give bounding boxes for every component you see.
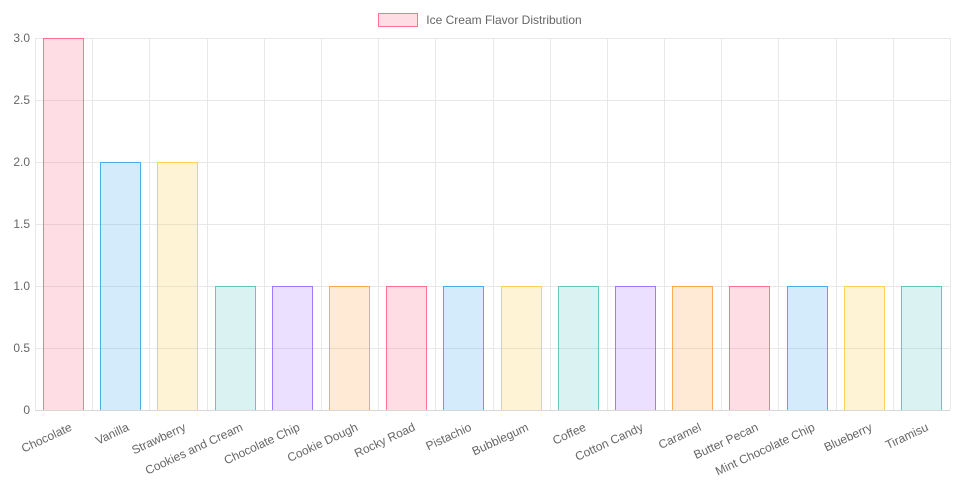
x-axis-label: Cookies and Cream — [142, 420, 245, 478]
bar-caramel[interactable] — [672, 286, 713, 410]
bar-vanilla[interactable] — [100, 162, 141, 410]
x-axis-label: Mint Chocolate Chip — [713, 420, 817, 479]
v-gridline — [378, 38, 379, 410]
x-axis-label: Vanilla — [93, 420, 131, 448]
h-gridline — [35, 286, 950, 287]
v-gridline — [778, 38, 779, 410]
bar-rocky-road[interactable] — [386, 286, 427, 410]
bar-coffee[interactable] — [558, 286, 599, 410]
bar-mint-chocolate-chip[interactable] — [787, 286, 828, 410]
y-tick-label: 3.0 — [13, 31, 30, 45]
v-gridline — [836, 38, 837, 410]
v-gridline — [92, 38, 93, 410]
v-gridline — [435, 38, 436, 410]
h-gridline — [35, 410, 950, 411]
x-axis-label: Coffee — [550, 420, 588, 448]
bar-cotton-candy[interactable] — [615, 286, 656, 410]
x-axis-label: Chocolate — [19, 420, 74, 456]
v-gridline — [35, 38, 36, 410]
v-gridline — [664, 38, 665, 410]
v-gridline — [207, 38, 208, 410]
y-tick-label: 0.5 — [13, 341, 30, 355]
v-gridline — [264, 38, 265, 410]
h-gridline — [35, 348, 950, 349]
y-tick-label: 0 — [23, 403, 30, 417]
x-axis-label: Bubblegum — [469, 420, 531, 459]
bar-cookie-dough[interactable] — [329, 286, 370, 410]
v-gridline — [721, 38, 722, 410]
y-tick-label: 1.0 — [13, 279, 30, 293]
bar-blueberry[interactable] — [844, 286, 885, 410]
h-gridline — [35, 38, 950, 39]
h-gridline — [35, 100, 950, 101]
v-gridline — [493, 38, 494, 410]
x-axis-label: Tiramisu — [883, 420, 931, 452]
legend-swatch-icon — [378, 13, 419, 27]
x-axis-label: Rocky Road — [351, 420, 417, 461]
bar-strawberry[interactable] — [157, 162, 198, 410]
y-tick-label: 2.5 — [13, 93, 30, 107]
bar-butter-pecan[interactable] — [729, 286, 770, 410]
bar-bubblegum[interactable] — [501, 286, 542, 410]
v-gridline — [149, 38, 150, 410]
bar-pistachio[interactable] — [443, 286, 484, 410]
h-gridline — [35, 224, 950, 225]
y-tick-label: 2.0 — [13, 155, 30, 169]
v-gridline — [950, 38, 951, 410]
bar-chocolate[interactable] — [43, 38, 84, 410]
v-gridline — [321, 38, 322, 410]
chart-legend[interactable]: Ice Cream Flavor Distribution — [0, 13, 960, 27]
v-gridline — [607, 38, 608, 410]
v-gridline — [550, 38, 551, 410]
y-tick-label: 1.5 — [13, 217, 30, 231]
x-axis-label: Blueberry — [821, 420, 874, 455]
h-gridline — [35, 162, 950, 163]
legend-label: Ice Cream Flavor Distribution — [426, 13, 582, 27]
bar-chocolate-chip[interactable] — [272, 286, 313, 410]
bar-cookies-and-cream[interactable] — [215, 286, 256, 410]
x-axis-label: Pistachio — [423, 420, 474, 454]
v-gridline — [893, 38, 894, 410]
bar-tiramisu[interactable] — [901, 286, 942, 410]
